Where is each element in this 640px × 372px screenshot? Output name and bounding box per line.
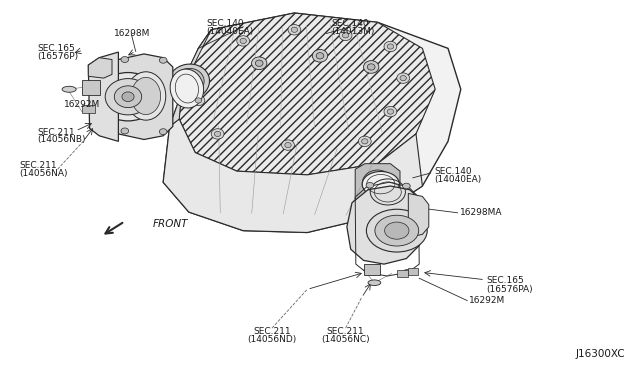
- Text: SEC.140: SEC.140: [434, 167, 472, 176]
- Text: SEC.140: SEC.140: [206, 19, 244, 28]
- Bar: [82, 105, 95, 113]
- Text: J16300XC: J16300XC: [576, 349, 626, 359]
- Text: 16292M: 16292M: [468, 296, 505, 305]
- Text: 16298MA: 16298MA: [460, 208, 502, 217]
- Polygon shape: [179, 13, 435, 175]
- Polygon shape: [408, 193, 429, 237]
- Ellipse shape: [362, 170, 393, 197]
- Text: (14040EA): (14040EA): [206, 27, 253, 36]
- Text: SEC.211: SEC.211: [19, 161, 57, 170]
- Text: (14056ND): (14056ND): [248, 335, 296, 344]
- Text: SEC.211: SEC.211: [253, 327, 291, 336]
- Text: SEC.211: SEC.211: [37, 128, 75, 137]
- Ellipse shape: [255, 60, 263, 66]
- Ellipse shape: [121, 57, 129, 62]
- Ellipse shape: [362, 171, 399, 197]
- Ellipse shape: [312, 49, 328, 62]
- Text: (14056NA): (14056NA): [19, 169, 68, 178]
- Text: SEC.140: SEC.140: [332, 19, 369, 28]
- Ellipse shape: [397, 73, 410, 83]
- Ellipse shape: [342, 33, 349, 38]
- Ellipse shape: [211, 129, 224, 139]
- Bar: [364, 264, 380, 275]
- Bar: [82, 80, 100, 95]
- Polygon shape: [88, 52, 118, 141]
- Ellipse shape: [385, 222, 409, 239]
- Ellipse shape: [384, 106, 397, 117]
- Polygon shape: [112, 54, 173, 140]
- Text: FRONT: FRONT: [152, 219, 188, 229]
- Ellipse shape: [291, 27, 298, 32]
- Ellipse shape: [105, 78, 151, 115]
- Text: (16576P): (16576P): [37, 52, 78, 61]
- Ellipse shape: [403, 269, 411, 275]
- Ellipse shape: [195, 98, 202, 103]
- Text: SEC.165: SEC.165: [486, 276, 524, 285]
- Text: 16292M: 16292M: [64, 100, 100, 109]
- Ellipse shape: [126, 72, 166, 120]
- Ellipse shape: [168, 64, 209, 100]
- Ellipse shape: [366, 182, 374, 188]
- Ellipse shape: [159, 129, 167, 135]
- Polygon shape: [170, 30, 211, 126]
- Ellipse shape: [400, 76, 406, 81]
- Text: (14040EA): (14040EA): [434, 175, 481, 184]
- Bar: [397, 270, 408, 277]
- Text: (14013M): (14013M): [332, 27, 375, 36]
- Ellipse shape: [252, 57, 267, 70]
- Ellipse shape: [366, 269, 374, 275]
- Polygon shape: [355, 164, 400, 205]
- Text: (14056NB): (14056NB): [37, 135, 86, 144]
- Ellipse shape: [97, 73, 159, 121]
- Ellipse shape: [240, 38, 246, 44]
- Bar: [408, 268, 418, 275]
- Ellipse shape: [387, 44, 394, 49]
- Text: 16298M: 16298M: [114, 29, 150, 38]
- Ellipse shape: [159, 57, 167, 63]
- Ellipse shape: [121, 128, 129, 134]
- Ellipse shape: [170, 69, 204, 108]
- Ellipse shape: [367, 209, 428, 252]
- Ellipse shape: [237, 36, 250, 46]
- Text: SEC.165: SEC.165: [37, 44, 75, 53]
- Ellipse shape: [131, 77, 161, 115]
- Ellipse shape: [115, 86, 141, 108]
- Text: (16576PA): (16576PA): [486, 285, 533, 294]
- Ellipse shape: [367, 64, 375, 70]
- Ellipse shape: [368, 280, 381, 286]
- Ellipse shape: [192, 95, 205, 106]
- Ellipse shape: [214, 131, 221, 137]
- Ellipse shape: [358, 136, 371, 147]
- Ellipse shape: [285, 142, 291, 148]
- Polygon shape: [347, 186, 426, 264]
- Polygon shape: [163, 13, 461, 232]
- Ellipse shape: [62, 86, 76, 92]
- Ellipse shape: [122, 92, 134, 102]
- Ellipse shape: [384, 41, 397, 52]
- Ellipse shape: [316, 53, 324, 59]
- Text: (14056NC): (14056NC): [321, 335, 370, 344]
- Ellipse shape: [288, 25, 301, 35]
- Ellipse shape: [339, 30, 352, 41]
- Ellipse shape: [173, 68, 204, 95]
- Text: SEC.211: SEC.211: [327, 327, 364, 336]
- Ellipse shape: [364, 61, 379, 73]
- Ellipse shape: [282, 140, 294, 150]
- Ellipse shape: [387, 109, 394, 114]
- Ellipse shape: [375, 215, 419, 246]
- Ellipse shape: [362, 139, 368, 144]
- Polygon shape: [163, 119, 422, 232]
- Polygon shape: [88, 58, 112, 78]
- Ellipse shape: [403, 183, 410, 189]
